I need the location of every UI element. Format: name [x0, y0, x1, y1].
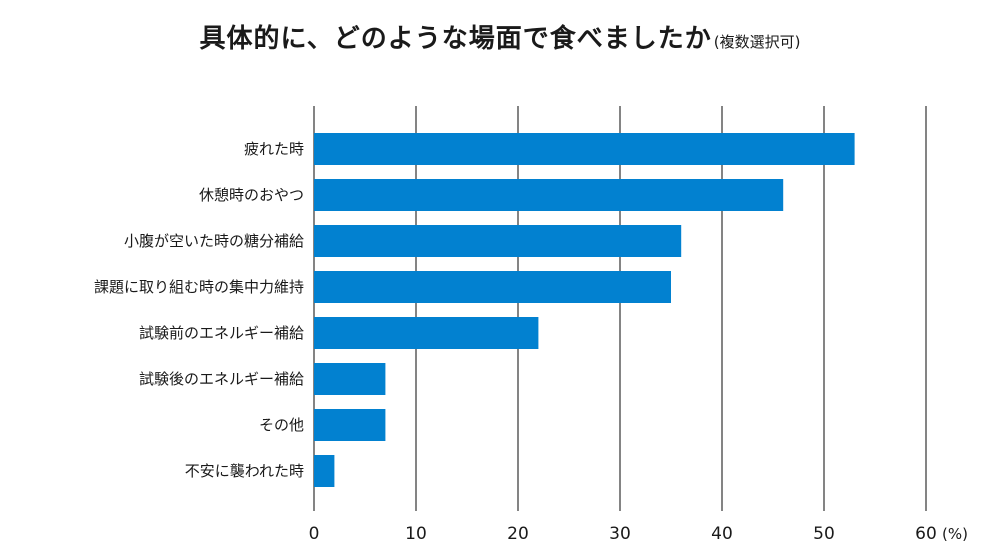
chart-subtitle: (複数選択可): [713, 33, 801, 51]
category-label: 小腹が空いた時の糖分補給: [124, 232, 304, 250]
category-label: その他: [259, 416, 304, 434]
bar: [314, 455, 335, 487]
bar: [314, 271, 671, 303]
category-labels: 疲れた時休憩時のおやつ小腹が空いた時の糖分補給課題に取り組む時の集中力維持試験前…: [94, 140, 304, 480]
bar: [314, 317, 539, 349]
category-label: 試験前のエネルギー補給: [139, 324, 304, 342]
chart-title-main: 具体的に、どのような場面で食べましたか: [199, 24, 712, 54]
bars: [314, 133, 855, 487]
x-tick-label: 10: [405, 524, 427, 544]
x-tick-labels: 0 10 20 30 40 50 60: [309, 524, 937, 544]
x-tick-label: 50: [813, 524, 835, 544]
bar: [314, 179, 784, 211]
category-label: 休憩時のおやつ: [199, 186, 304, 204]
x-tick-label: 40: [711, 524, 733, 544]
bar: [314, 409, 386, 441]
category-label: 試験後のエネルギー補給: [139, 370, 304, 388]
chart-title: 具体的に、どのような場面で食べましたか (複数選択可): [0, 18, 1000, 55]
bar: [314, 363, 386, 395]
category-label: 不安に襲われた時: [185, 462, 304, 480]
bar: [314, 225, 682, 257]
category-label: 疲れた時: [244, 140, 304, 158]
x-tick-label: 60: [915, 524, 937, 544]
bar: [314, 133, 855, 165]
x-unit-label: (%): [942, 525, 968, 543]
gridlines: [313, 106, 927, 511]
x-tick-label: 0: [309, 524, 320, 544]
category-label: 課題に取り組む時の集中力維持: [94, 278, 304, 296]
x-tick-label: 30: [609, 524, 631, 544]
x-tick-label: 20: [507, 524, 529, 544]
